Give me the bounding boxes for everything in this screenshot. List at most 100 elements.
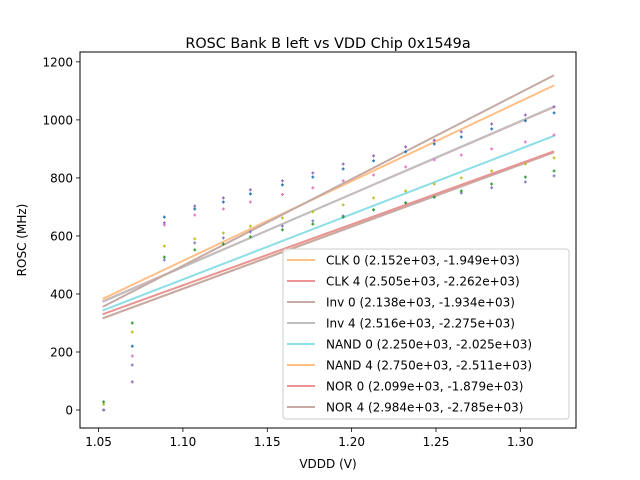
data-point (162, 258, 166, 262)
data-point (490, 127, 494, 131)
data-point (130, 330, 134, 334)
data-point (193, 241, 197, 245)
legend-label: Inv 4 (2.516e+03, -2.275e+03) (326, 317, 515, 331)
data-point (372, 208, 376, 212)
data-point (130, 363, 134, 367)
legend-label: Inv 0 (2.138e+03, -1.934e+03) (326, 296, 515, 310)
legend-item: Inv 0 (2.138e+03, -1.934e+03) (287, 296, 515, 310)
data-point (193, 237, 197, 241)
data-point (341, 167, 345, 171)
data-point (523, 140, 527, 144)
legend-frame (282, 248, 570, 420)
data-point (372, 173, 376, 177)
data-point (459, 176, 463, 180)
data-point (459, 135, 463, 139)
data-point (102, 400, 106, 404)
data-point (372, 196, 376, 200)
data-point (311, 186, 315, 190)
data-point (248, 200, 252, 204)
data-point (193, 204, 197, 208)
data-point (341, 162, 345, 166)
data-point (404, 201, 408, 205)
x-axis-label: VDDD (V) (299, 457, 356, 471)
fit-line-nor-0 (102, 150, 555, 316)
x-tick-label: 1.05 (85, 435, 112, 449)
data-point (248, 188, 252, 192)
series-points-olive (102, 156, 556, 406)
data-point (248, 224, 252, 228)
data-point (162, 255, 166, 259)
data-point (248, 235, 252, 239)
legend-item: NOR 4 (2.984e+03, -2.785e+03) (287, 401, 523, 415)
data-point (490, 147, 494, 151)
series-points-green (102, 169, 556, 404)
data-point (523, 175, 527, 179)
data-point (280, 224, 284, 228)
data-point (372, 154, 376, 158)
fit-line-nand-0 (102, 134, 555, 312)
legend-items: CLK 0 (2.152e+03, -1.949e+03) CLK 4 (2.50… (287, 254, 532, 415)
y-tick-label: 800 (50, 171, 73, 185)
data-point (404, 145, 408, 149)
data-point (311, 175, 315, 179)
data-point (432, 142, 436, 146)
fit-line-inv-0 (102, 151, 555, 320)
data-point (459, 189, 463, 193)
y-tick-label: 1000 (42, 113, 73, 127)
data-point (490, 122, 494, 126)
data-point (280, 192, 284, 196)
legend-label: NOR 4 (2.984e+03, -2.785e+03) (326, 401, 523, 415)
data-point (490, 186, 494, 190)
axes-frame (79, 51, 577, 429)
data-point (404, 165, 408, 169)
data-point (341, 215, 345, 219)
data-point (552, 105, 556, 109)
data-point (221, 207, 225, 211)
chart-title: ROSC Bank B left vs VDD Chip 0x1549a (185, 36, 470, 52)
x-tick-label: 1.10 (170, 435, 197, 449)
data-point (280, 228, 284, 232)
data-point (221, 242, 225, 246)
data-point (130, 380, 134, 384)
x-tick-label: 1.20 (338, 435, 365, 449)
data-point (130, 344, 134, 348)
data-point (130, 354, 134, 358)
legend-item: NOR 0 (2.099e+03, -1.879e+03) (287, 380, 523, 394)
legend-item: CLK 4 (2.505e+03, -2.262e+03) (287, 275, 520, 289)
data-point (221, 196, 225, 200)
data-point (162, 244, 166, 248)
x-axis: 1.05 1.10 1.15 1.20 1.25 1.30 (85, 428, 534, 449)
series-points-purple (102, 105, 556, 412)
data-point (221, 200, 225, 204)
y-tick-label: 1200 (42, 55, 73, 69)
data-point (162, 215, 166, 219)
data-point (130, 321, 134, 325)
data-point (280, 216, 284, 220)
data-point (193, 213, 197, 217)
y-tick-label: 0 (65, 404, 73, 418)
data-point (523, 180, 527, 184)
data-point (432, 158, 436, 162)
data-point (102, 408, 106, 412)
legend-label: NOR 0 (2.099e+03, -1.879e+03) (326, 380, 523, 394)
legend-item: NAND 0 (2.250e+03, -2.025e+03) (287, 338, 532, 352)
data-point (372, 159, 376, 163)
y-tick-label: 600 (50, 229, 73, 243)
data-point (523, 119, 527, 123)
legend-item: Inv 4 (2.516e+03, -2.275e+03) (287, 317, 515, 331)
legend-item: NAND 4 (2.750e+03, -2.511e+03) (287, 359, 532, 373)
x-tick-label: 1.25 (423, 435, 450, 449)
data-point (341, 203, 345, 207)
data-point (523, 113, 527, 117)
x-tick-label: 1.15 (254, 435, 281, 449)
data-point (552, 174, 556, 178)
legend-label: CLK 0 (2.152e+03, -1.949e+03) (326, 254, 520, 268)
data-point (404, 150, 408, 154)
data-point (432, 138, 436, 142)
data-point (459, 153, 463, 157)
series-points-pink (102, 133, 556, 412)
data-point (552, 169, 556, 173)
data-point (459, 130, 463, 134)
data-point (311, 222, 315, 226)
data-point (280, 179, 284, 183)
